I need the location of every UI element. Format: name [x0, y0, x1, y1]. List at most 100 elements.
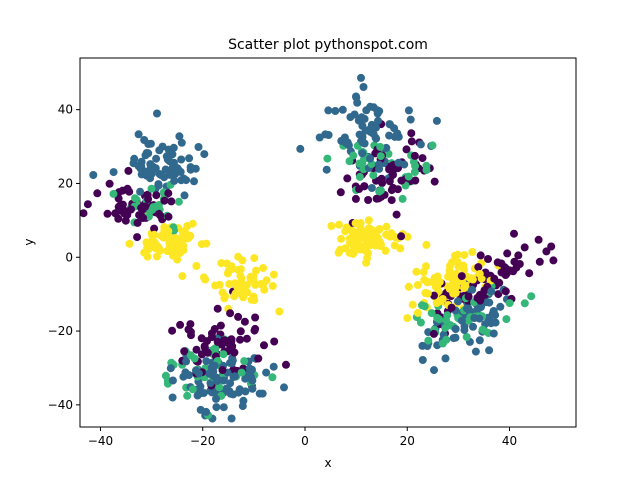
scatter-point	[237, 274, 246, 283]
scatter-point	[457, 316, 466, 325]
scatter-point	[262, 368, 271, 377]
scatter-point	[452, 282, 461, 291]
scatter-point	[390, 241, 399, 250]
scatter-point	[385, 177, 394, 186]
scatter-point	[148, 205, 157, 214]
scatter-point	[464, 304, 473, 313]
scatter-point	[182, 176, 191, 185]
scatter-point	[369, 171, 378, 180]
scatter-point	[226, 389, 235, 398]
scatter-point	[215, 383, 224, 392]
scatter-point	[445, 272, 454, 281]
scatter-point	[385, 165, 394, 174]
scatter-point	[169, 143, 178, 152]
scatter-point	[200, 342, 209, 351]
scatter-point	[216, 321, 225, 330]
scatter-point	[197, 350, 206, 359]
scatter-point	[361, 246, 370, 255]
scatter-point	[357, 113, 366, 122]
scatter-point	[351, 194, 360, 203]
scatter-point	[363, 254, 372, 263]
scatter-point	[232, 279, 241, 288]
scatter-point	[454, 297, 462, 306]
scatter-point	[349, 151, 358, 160]
scatter-point	[386, 120, 394, 129]
scatter-point	[194, 369, 203, 378]
scatter-point	[468, 275, 477, 284]
scatter-point	[344, 141, 353, 150]
scatter-point	[471, 347, 480, 356]
scatter-point	[125, 239, 134, 248]
scatter-point	[170, 176, 179, 185]
scatter-point	[227, 414, 236, 423]
scatter-point	[485, 346, 494, 355]
scatter-point	[475, 270, 484, 278]
scatter-point	[188, 385, 197, 394]
scatter-point	[377, 174, 386, 183]
scatter-point	[140, 136, 149, 144]
scatter-point	[387, 196, 396, 205]
scatter-point	[192, 345, 201, 354]
scatter-point	[250, 296, 259, 305]
scatter-point	[407, 129, 416, 138]
scatter-point	[422, 262, 430, 271]
scatter-point	[375, 164, 384, 173]
scatter-point	[210, 361, 219, 370]
scatter-point	[143, 252, 152, 261]
scatter-point	[168, 376, 177, 385]
scatter-point	[418, 356, 427, 364]
scatter-point	[194, 143, 203, 151]
scatter-point	[542, 247, 551, 256]
scatter-point	[338, 105, 347, 114]
scatter-point	[525, 269, 534, 278]
scatter-point	[416, 318, 425, 327]
scatter-point	[192, 262, 201, 270]
scatter-point	[153, 252, 161, 261]
scatter-point	[402, 145, 411, 154]
scatter-point	[404, 282, 413, 291]
scatter-point	[186, 320, 195, 329]
scatter-point	[394, 158, 403, 167]
scatter-point	[248, 384, 257, 393]
scatter-point	[322, 165, 331, 174]
scatter-point	[418, 154, 427, 163]
scatter-point	[153, 109, 161, 118]
scatter-point	[121, 216, 130, 225]
scatter-point	[324, 106, 333, 115]
scatter-point	[360, 182, 369, 191]
scatter-point	[408, 300, 417, 309]
scatter-point	[231, 289, 240, 298]
scatter-point	[315, 133, 324, 142]
scatter-point	[477, 303, 485, 312]
scatter-point	[226, 342, 235, 351]
scatter-point	[80, 209, 88, 218]
scatter-point	[168, 326, 177, 335]
scatter-point	[377, 240, 385, 249]
scatter-point	[422, 240, 431, 249]
scatter-point	[484, 255, 492, 263]
scatter-point	[376, 152, 385, 161]
scatter-point	[468, 248, 477, 256]
scatter-point	[109, 189, 118, 198]
scatter-point	[428, 141, 437, 150]
scatter-point	[364, 216, 373, 225]
scatter-point	[219, 403, 228, 412]
scatter-point	[240, 357, 249, 366]
scatter-point	[150, 224, 159, 233]
x-axis-ticks: −40 −20 0 20 40	[88, 427, 517, 448]
scatter-point	[167, 197, 176, 206]
scatter-point	[202, 239, 211, 248]
scatter-point	[164, 212, 173, 221]
scatter-point	[241, 374, 250, 383]
scatter-point	[478, 325, 487, 334]
scatter-point	[382, 143, 391, 152]
scatter-point	[407, 137, 416, 146]
scatter-point	[259, 264, 268, 272]
scatter-point	[433, 313, 442, 322]
scatter-point	[547, 242, 556, 251]
scatter-point	[151, 164, 160, 173]
scatter-point	[103, 209, 112, 218]
scatter-point	[335, 220, 343, 229]
scatter-point	[269, 362, 278, 371]
scatter-point	[199, 389, 208, 397]
